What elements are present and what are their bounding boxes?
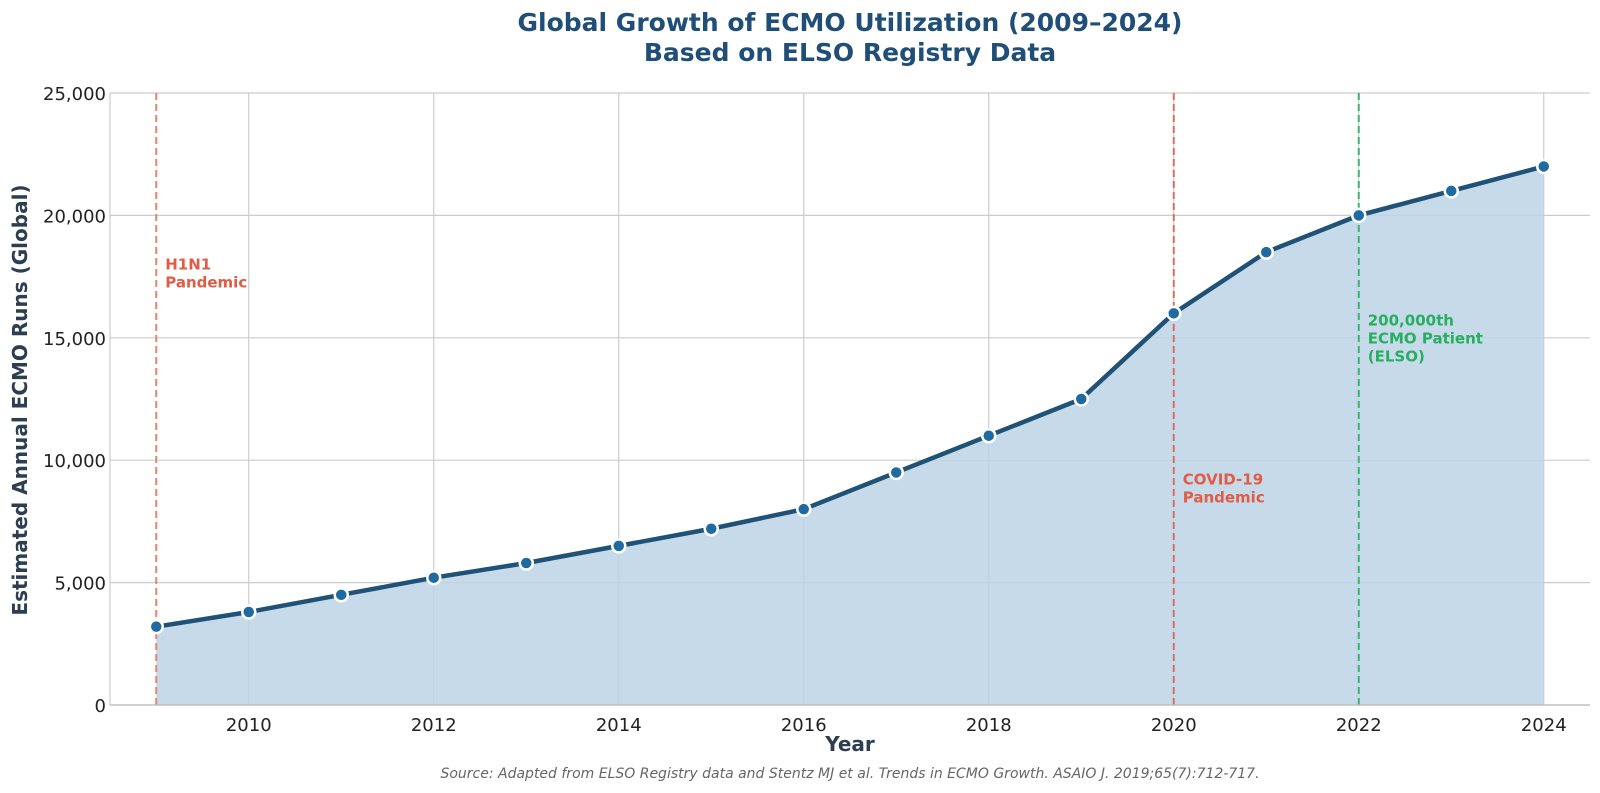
- annotation-label: COVID-19 Pandemic: [1183, 471, 1265, 507]
- tick-labels: 2010 2012 2014 2016 2018 2020 2022 2024 0 5,000 10…: [43, 84, 1567, 736]
- x-tick-label: 2016: [781, 715, 827, 736]
- annotation-label: 200,000th ECMO Patient (ELSO): [1368, 312, 1483, 366]
- area-layer: [156, 166, 1544, 705]
- annotation-label-line: (ELSO): [1368, 348, 1425, 366]
- x-tick-label: 2010: [226, 715, 272, 736]
- y-axis-label: Estimated Annual ECMO Runs (Global): [8, 184, 32, 615]
- y-tick-label: 15,000: [43, 329, 106, 350]
- y-tick-label: 25,000: [43, 84, 106, 105]
- x-tick-label: 2022: [1336, 715, 1382, 736]
- data-point-2009: [148, 618, 164, 635]
- annotation-label-line: Pandemic: [1183, 489, 1265, 507]
- axis-layer: [109, 93, 1590, 706]
- data-point-2014: [611, 538, 627, 554]
- data-point-2012: [426, 569, 442, 586]
- data-point-2020: [1166, 305, 1182, 322]
- source-note: Source: Adapted from ELSO Registry data …: [440, 766, 1259, 782]
- data-point-2018: [981, 427, 997, 444]
- data-point-2017: [888, 464, 904, 481]
- y-tick-label: 0: [95, 696, 106, 717]
- data-point-2024: [1536, 158, 1552, 175]
- x-tick-label: 2018: [966, 715, 1012, 736]
- x-tick-label: 2020: [1151, 715, 1197, 736]
- annotation-label-line: 200,000th: [1368, 312, 1454, 330]
- area-fill: [156, 166, 1544, 705]
- annotation-label-line: Pandemic: [165, 273, 247, 291]
- data-point-2023: [1443, 183, 1459, 199]
- x-tick-label: 2014: [596, 715, 642, 736]
- data-point-2022: [1351, 207, 1367, 224]
- data-point-2010: [241, 604, 257, 620]
- x-tick-label: 2024: [1521, 715, 1567, 736]
- chart-title: Global Growth of ECMO Utilization (2009–…: [518, 8, 1183, 37]
- y-tick-label: 20,000: [43, 206, 106, 227]
- series-line: [154, 164, 1546, 629]
- annotation-label-line: H1N1: [165, 255, 211, 273]
- y-tick-label: 5,000: [54, 574, 106, 595]
- annotation-label-line: ECMO Patient: [1368, 330, 1483, 348]
- data-point-2013: [518, 555, 534, 571]
- data-point-2011: [333, 587, 349, 603]
- x-tick-label: 2012: [411, 715, 457, 736]
- annotation-label-line: COVID-19: [1183, 471, 1263, 489]
- data-point-2015: [703, 520, 719, 537]
- data-point-2016: [796, 501, 812, 517]
- annotation-label: H1N1 Pandemic: [165, 255, 247, 291]
- data-point-2019: [1073, 391, 1089, 407]
- series-line-layer: [154, 164, 1546, 629]
- data-point-2021: [1258, 244, 1274, 260]
- chart-subtitle: Based on ELSO Registry Data: [644, 38, 1056, 67]
- y-tick-label: 10,000: [43, 451, 106, 472]
- marker-layer: [148, 158, 1552, 635]
- annotation-lines: [155, 93, 1360, 705]
- x-axis-label: Year: [824, 732, 875, 756]
